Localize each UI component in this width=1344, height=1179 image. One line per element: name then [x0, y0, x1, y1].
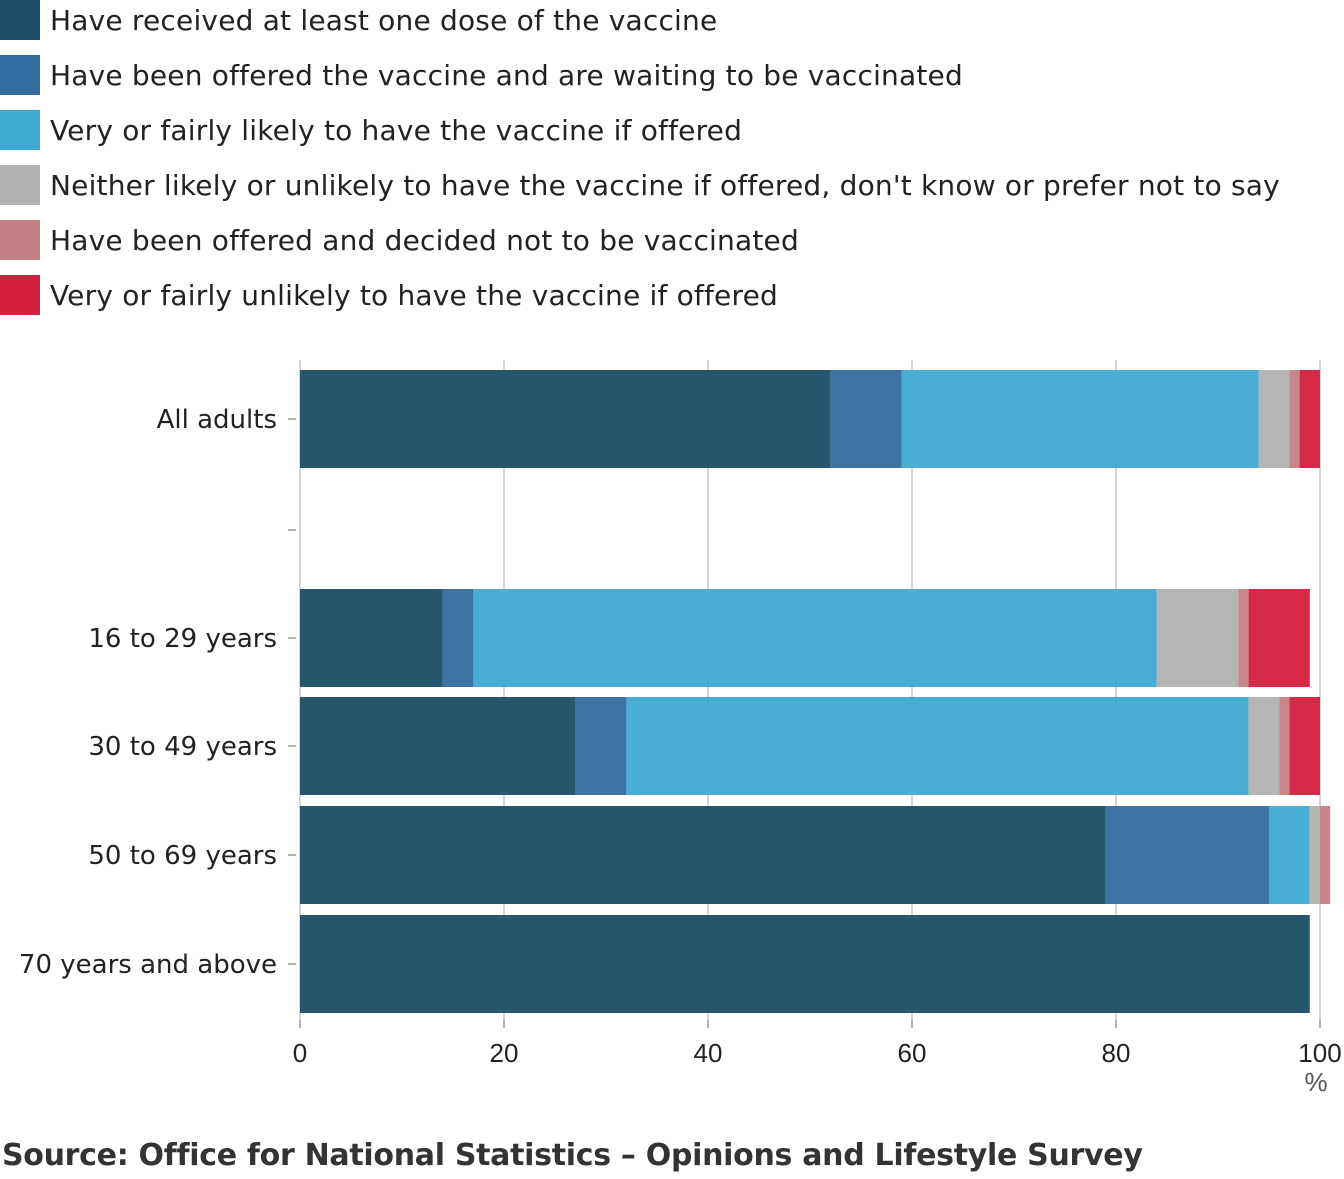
x-tick-label: 0 — [293, 1038, 307, 1068]
x-tick-label: 40 — [694, 1038, 723, 1068]
bars — [300, 370, 1331, 1013]
legend-item: Neither likely or unlikely to have the v… — [0, 165, 1280, 205]
bar-segment — [442, 589, 474, 687]
bar-segment — [1279, 697, 1290, 795]
bar-segment — [575, 697, 627, 795]
legend-item: Have been offered the vaccine and are wa… — [0, 55, 963, 95]
legend-label: Very or fairly likely to have the vaccin… — [50, 113, 743, 147]
legend-swatch — [0, 55, 40, 95]
bar-segment — [1258, 370, 1290, 468]
bar-segment — [1289, 697, 1320, 795]
legend-item: Have received at least one dose of the v… — [0, 0, 717, 40]
legend-item: Very or fairly likely to have the vaccin… — [0, 110, 742, 150]
legend-swatch — [0, 220, 40, 260]
bar-segment — [1320, 806, 1331, 904]
legend-swatch — [0, 275, 40, 315]
legend-swatch — [0, 110, 40, 150]
bar-segment — [1269, 806, 1310, 904]
legend-label: Very or fairly unlikely to have the vacc… — [50, 278, 778, 312]
axes: 0 20 40 60 80 100% All adults 16 to 29 years 30 … — [19, 405, 1342, 1097]
bar-segment — [473, 589, 1157, 687]
legend-swatch — [0, 0, 40, 40]
bar-segment — [1105, 806, 1269, 904]
bar-segment — [300, 589, 443, 687]
legend-item: Very or fairly unlikely to have the vacc… — [0, 275, 778, 315]
legend-label: Neither likely or unlikely to have the v… — [50, 168, 1280, 202]
x-tick-label: 60 — [898, 1038, 927, 1068]
category-label: 70 years and above — [19, 950, 277, 980]
gridlines — [299, 360, 1321, 1028]
legend-label: Have been offered the vaccine and are wa… — [50, 58, 963, 92]
x-tick-label: 80 — [1102, 1038, 1131, 1068]
bar-segment — [1238, 589, 1249, 687]
bar-segment — [300, 370, 831, 468]
x-axis-unit-label: % — [1304, 1067, 1327, 1097]
bar-segment — [1248, 589, 1310, 687]
bar-segment — [1248, 697, 1280, 795]
bar-segment — [901, 370, 1259, 468]
x-tick-label: 100 — [1298, 1038, 1341, 1068]
bar-segment — [300, 806, 1106, 904]
legend-swatch — [0, 165, 40, 205]
bar-segment — [830, 370, 902, 468]
legend-label: Have received at least one dose of the v… — [50, 3, 718, 37]
category-label: All adults — [157, 405, 277, 435]
bar-segment — [626, 697, 1249, 795]
category-label: 16 to 29 years — [88, 624, 277, 654]
category-label: 50 to 69 years — [88, 841, 277, 871]
legend-label: Have been offered and decided not to be … — [50, 223, 799, 257]
bar-segment — [300, 697, 576, 795]
bar-segment — [300, 915, 1310, 1013]
source-note: Source: Office for National Statistics –… — [2, 1138, 1143, 1173]
stacked-bar-chart: 0 20 40 60 80 100% All adults 16 to 29 years 30 … — [19, 360, 1342, 1097]
bar-segment — [1299, 370, 1320, 468]
bar-segment — [1289, 370, 1300, 468]
x-tick-label: 20 — [490, 1038, 519, 1068]
category-label: 30 to 49 years — [88, 732, 277, 762]
legend-item: Have been offered and decided not to be … — [0, 220, 799, 260]
bar-segment — [1156, 589, 1239, 687]
bar-segment — [1309, 806, 1320, 904]
